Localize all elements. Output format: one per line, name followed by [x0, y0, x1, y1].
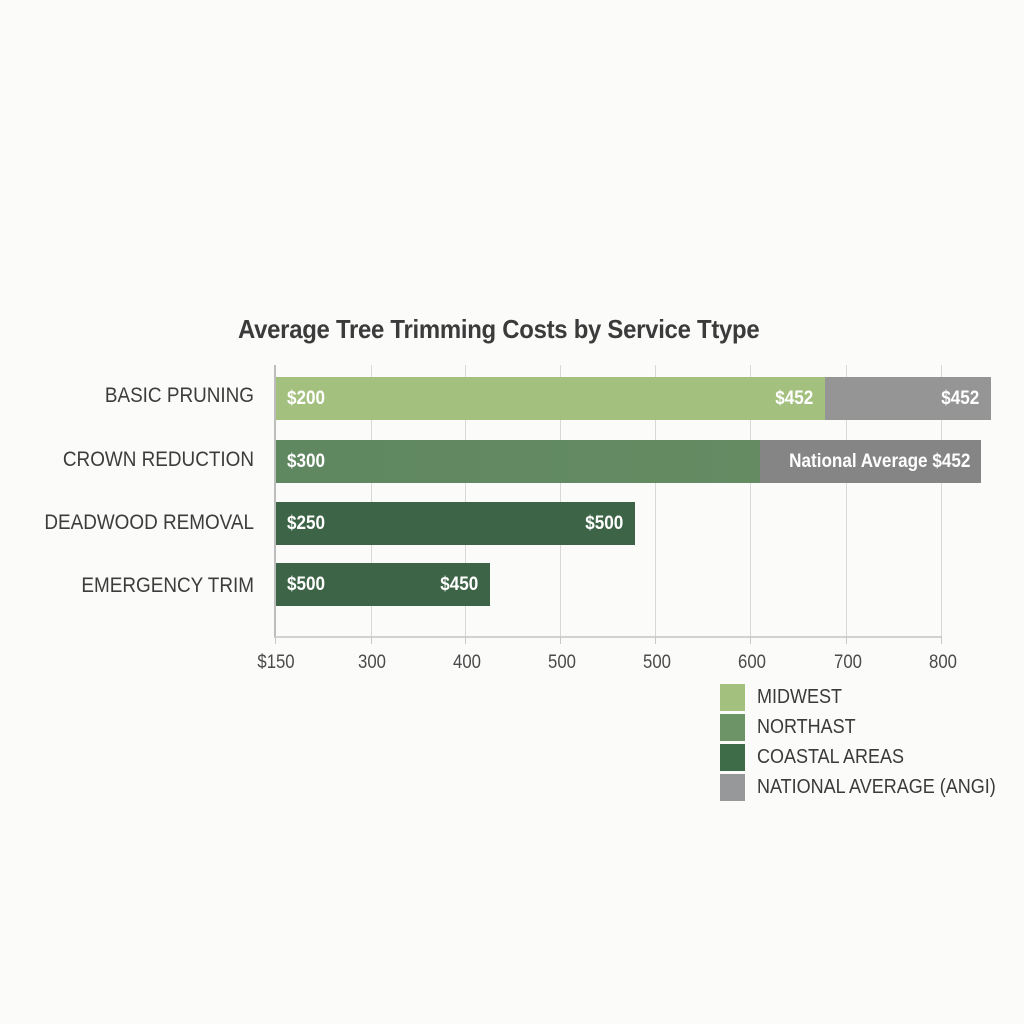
x-axis-line [274, 636, 942, 638]
gridline [371, 365, 372, 637]
chart-title: Average Tree Trimming Costs by Service T… [238, 314, 760, 344]
x-tick [750, 636, 751, 644]
bar-start-label: $250 [287, 512, 326, 534]
x-tick [655, 636, 656, 644]
legend-label: MIDWEST [757, 685, 842, 708]
legend-item-northeast: NORTHAST [720, 712, 1022, 742]
legend-label: NATIONAL AVERAGE (ANGI) [757, 775, 996, 798]
x-tick-label: 300 [358, 652, 386, 673]
category-label-emergency-trim: EMERGENCY TRIM [81, 574, 254, 597]
legend-swatch [720, 683, 745, 711]
bar-label: $452 [940, 387, 979, 409]
legend-item-coastal-areas: COASTAL AREAS [720, 742, 1022, 772]
gridline [465, 365, 466, 637]
x-tick [846, 636, 847, 644]
x-tick-label: 500 [643, 652, 671, 673]
legend-item-national-average: NATIONAL AVERAGE (ANGI) [720, 772, 1022, 802]
category-label-crown-reduction: CROWN REDUCTION [62, 448, 254, 471]
category-label-basic-pruning: BASIC PRUNING [104, 384, 254, 407]
gridline [655, 365, 656, 637]
x-tick [941, 636, 942, 644]
bar-start-label: $300 [287, 450, 326, 472]
x-tick [275, 636, 276, 644]
y-axis-line [274, 365, 276, 637]
x-tick [560, 636, 561, 644]
x-tick [465, 636, 466, 644]
gridline [750, 365, 751, 637]
x-tick [371, 636, 372, 644]
bar-emergency-trim-coastal: $500 $450 [276, 563, 490, 606]
legend-item-midwest: MIDWEST [720, 682, 1022, 712]
legend-swatch [720, 743, 745, 771]
legend-swatch [720, 713, 745, 741]
x-tick-label: 600 [738, 652, 766, 673]
bar-deadwood-removal-coastal: $250 $500 [276, 502, 635, 545]
bar-label: National Average $452 [788, 450, 970, 472]
legend: MIDWEST NORTHAST COASTAL AREAS NATIONAL … [720, 682, 1022, 802]
bar-crown-reduction-northeast: $300 [276, 440, 760, 483]
x-tick-label: 800 [929, 652, 957, 673]
x-tick-label: $150 [257, 652, 295, 673]
x-tick-label: 700 [834, 652, 862, 673]
bar-crown-reduction-national-average: National Average $452 [760, 440, 981, 483]
legend-swatch [720, 773, 745, 801]
gridline [846, 365, 847, 637]
bar-basic-pruning-midwest: $200 $452 [276, 377, 825, 420]
gridline [560, 365, 561, 637]
category-label-deadwood-removal: DEADWOOD REMOVAL [44, 511, 254, 534]
bar-end-label: $450 [439, 573, 478, 595]
legend-label: COASTAL AREAS [757, 745, 905, 768]
bar-end-label: $452 [774, 387, 813, 409]
x-tick-label: 400 [453, 652, 481, 673]
legend-label: NORTHAST [757, 715, 856, 738]
bar-end-label: $500 [584, 512, 623, 534]
bar-start-label: $500 [287, 573, 326, 595]
gridline [941, 365, 942, 637]
bar-basic-pruning-national-average: $452 [825, 377, 991, 420]
x-tick-label: 500 [548, 652, 576, 673]
bar-start-label: $200 [287, 387, 326, 409]
